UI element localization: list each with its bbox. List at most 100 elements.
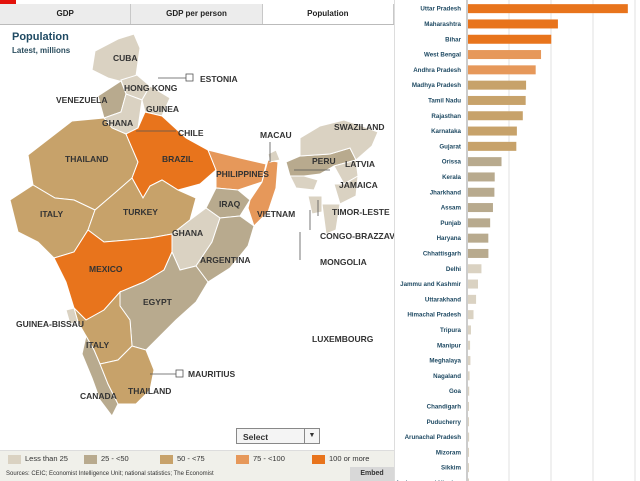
legend-swatch-3 [160, 454, 173, 464]
map-label: MACAU [260, 130, 292, 140]
bar[interactable] [468, 203, 493, 213]
legend-label: 75 - <100 [253, 454, 285, 463]
state-meghalaya[interactable] [289, 175, 319, 191]
state-uttarakhand[interactable] [141, 85, 171, 117]
bar[interactable] [468, 126, 517, 136]
bar[interactable] [468, 401, 469, 411]
legend-label: Less than 25 [25, 454, 68, 463]
legend-label: 100 or more [329, 454, 370, 463]
bar[interactable] [468, 34, 552, 44]
bar-label: Kerala [442, 174, 461, 181]
bar[interactable] [468, 432, 470, 442]
bar-label: Jharkhand [430, 189, 462, 196]
map-label: GUINEA [146, 104, 179, 114]
map-label: BRAZIL [162, 154, 193, 164]
bar-label: Jammu and Kashmir [400, 281, 461, 288]
bar[interactable] [468, 19, 558, 29]
bar[interactable] [468, 248, 489, 258]
embed-button[interactable]: Embed [350, 467, 394, 481]
state-goa[interactable] [65, 307, 79, 325]
bar[interactable] [468, 386, 470, 396]
map-label: MAURITIUS [188, 369, 236, 379]
bar-label: Madhya Pradesh [412, 82, 461, 89]
brand-tab [0, 0, 16, 4]
bar[interactable] [468, 111, 523, 121]
bar-label: Haryana [437, 235, 462, 242]
state-kerala[interactable] [81, 334, 119, 417]
legend: Less than 25 25 - <50 50 - <75 75 - <100… [0, 450, 394, 468]
bar-label: Chhattisgarh [423, 250, 461, 257]
bar[interactable] [468, 187, 495, 197]
bar[interactable] [468, 172, 495, 182]
bar-label: Uttar Pradesh [420, 6, 461, 13]
bar-label: Goa [449, 388, 462, 395]
bar[interactable] [468, 218, 491, 228]
map-label: HONG KONG [124, 83, 178, 93]
region-select[interactable]: Select ▼ [236, 428, 320, 444]
map-label: PERU [312, 156, 336, 166]
legend-item: 100 or more [312, 454, 369, 464]
bar[interactable] [468, 141, 517, 151]
bar[interactable] [468, 233, 489, 243]
map-label: SWAZILAND [334, 122, 385, 132]
bar[interactable] [468, 310, 474, 320]
bar[interactable] [468, 294, 477, 304]
map-label: ITALY [40, 209, 63, 219]
bar-label: Orissa [442, 159, 462, 166]
state-sikkim[interactable] [267, 149, 281, 163]
bar[interactable] [468, 279, 478, 289]
bar-label: Chandigarh [427, 403, 462, 410]
legend-item: 50 - <75 [160, 454, 205, 464]
legend-swatch-1 [8, 454, 21, 464]
map-label: THAILAND [128, 386, 171, 396]
chevron-down-icon[interactable]: ▼ [304, 429, 319, 443]
state-manipur[interactable] [333, 175, 359, 205]
bar-chart: Uttar Pradesh Maharashtra Bihar West Bengal… [395, 0, 636, 481]
map-label: JAMAICA [339, 180, 378, 190]
bar[interactable] [468, 356, 471, 366]
bar[interactable] [468, 447, 469, 457]
state-arunachal-pradesh[interactable] [299, 119, 379, 161]
bar-label: Assam [441, 205, 462, 212]
bar[interactable] [468, 157, 502, 167]
tab-gdp-per-person[interactable]: GDP per person [131, 4, 263, 24]
bar[interactable] [468, 340, 471, 350]
map-label: LUXEMBOURG [312, 334, 374, 344]
state-tamil-nadu[interactable] [99, 345, 155, 405]
map-label: IRAQ [219, 199, 241, 209]
bar-label: Meghalaya [429, 358, 461, 365]
legend-label: 50 - <75 [177, 454, 205, 463]
bar[interactable] [468, 4, 628, 14]
bar-label: Andhra Pradesh [413, 67, 461, 74]
legend-item: 75 - <100 [236, 454, 285, 464]
legend-swatch-2 [84, 454, 97, 464]
map-labels: CUBA ESTONIA HONG KONG VENEZUELA GUINEA … [16, 53, 394, 401]
tab-gdp[interactable]: GDP [0, 4, 132, 24]
bar[interactable] [468, 417, 469, 427]
map-label: ITALY [86, 340, 109, 350]
bar[interactable] [468, 264, 482, 274]
state-mizoram[interactable] [321, 203, 341, 235]
bar[interactable] [468, 463, 469, 473]
bar-label: Delhi [446, 266, 461, 273]
map-label: GHANA [172, 228, 203, 238]
chart-title: Population [12, 31, 69, 43]
bar[interactable] [468, 325, 471, 335]
bar[interactable] [468, 80, 527, 90]
bar[interactable] [468, 478, 469, 481]
state-orissa[interactable] [195, 215, 255, 283]
bar-label: West Bengal [424, 52, 461, 59]
state-bihar[interactable] [207, 149, 267, 191]
tab-population[interactable]: Population [262, 4, 394, 24]
map-label: CHILE [178, 128, 204, 138]
map-label: ESTONIA [200, 74, 238, 84]
bar-label: Andaman and Nicobar [395, 480, 461, 481]
bar-label: Punjab [440, 220, 461, 227]
bar[interactable] [468, 95, 526, 105]
bar-label: Bihar [445, 36, 461, 43]
bar[interactable] [468, 371, 470, 381]
bar[interactable] [468, 65, 536, 75]
bar[interactable] [468, 50, 542, 60]
bar-label: Himachal Pradesh [407, 312, 461, 319]
state-tripura[interactable] [307, 195, 323, 215]
